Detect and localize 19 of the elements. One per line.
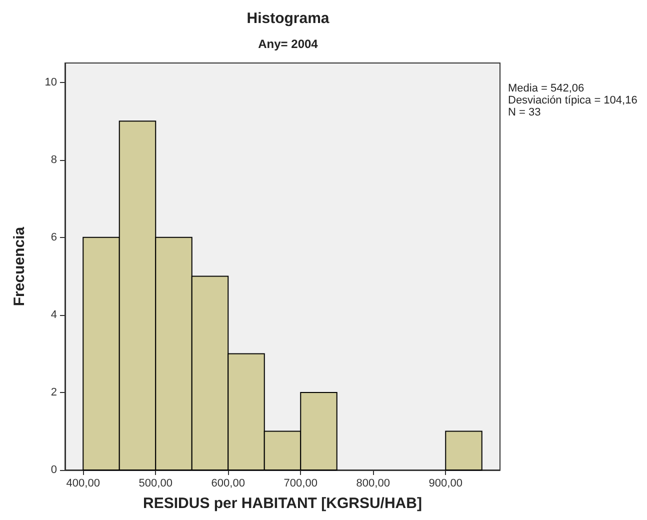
- y-tick-label: 8: [50, 154, 57, 166]
- x-tick-label: 900,00: [428, 478, 462, 490]
- x-tick-label: 400,00: [66, 478, 100, 490]
- x-tick-label: 500,00: [138, 478, 172, 490]
- y-axis-title: Frecuencia: [11, 226, 28, 306]
- x-tick-label: 600,00: [211, 478, 245, 490]
- y-tick-label: 2: [50, 386, 57, 398]
- x-tick-label: 700,00: [284, 478, 318, 490]
- text: N = 33: [508, 106, 541, 118]
- y-tick-label: 10: [44, 76, 57, 88]
- chart-subtitle: Any= 2004: [258, 37, 318, 51]
- y-tick-label: 6: [50, 231, 57, 244]
- x-axis-title: RESIDUS per HABITANT [KGRSU/HAB]: [143, 495, 422, 512]
- y-tick-label: 0: [50, 464, 57, 476]
- x-tick-label: 800,00: [356, 478, 390, 490]
- y-tick-label: 4: [50, 308, 57, 321]
- text: Desviación típica = 104,16: [508, 94, 638, 106]
- chart-title: Histograma: [246, 10, 330, 27]
- text: Media = 542,06: [508, 82, 584, 94]
